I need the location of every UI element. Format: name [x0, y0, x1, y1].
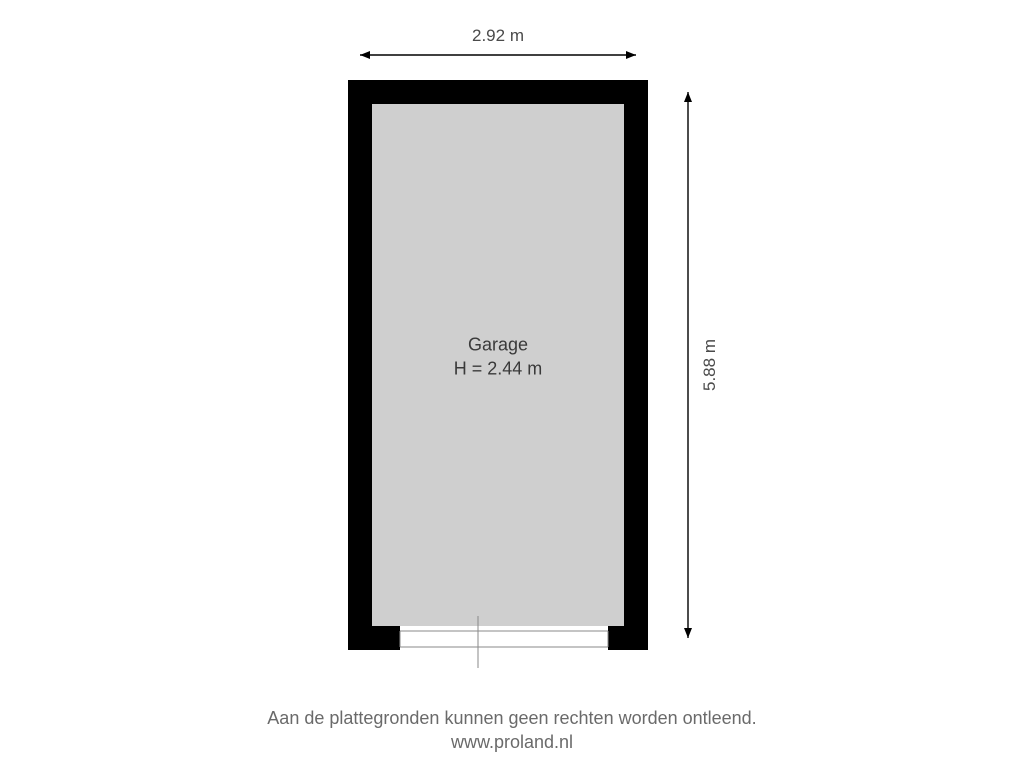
dimension-top-label: 2.92 m — [472, 26, 524, 46]
floorplan-stage: 2.92 m 5.88 m Garage H = 2.44 m Aan de p… — [0, 0, 1024, 768]
disclaimer-text: Aan de plattegronden kunnen geen rechten… — [0, 706, 1024, 755]
room-height: H = 2.44 m — [454, 359, 543, 379]
floorplan-svg — [0, 0, 1024, 768]
disclaimer-line2: www.proland.nl — [451, 732, 573, 752]
disclaimer-line1: Aan de plattegronden kunnen geen rechten… — [267, 708, 756, 728]
room-label-garage: Garage H = 2.44 m — [454, 333, 543, 382]
room-name: Garage — [468, 335, 528, 355]
dimension-right-label: 5.88 m — [700, 339, 720, 391]
